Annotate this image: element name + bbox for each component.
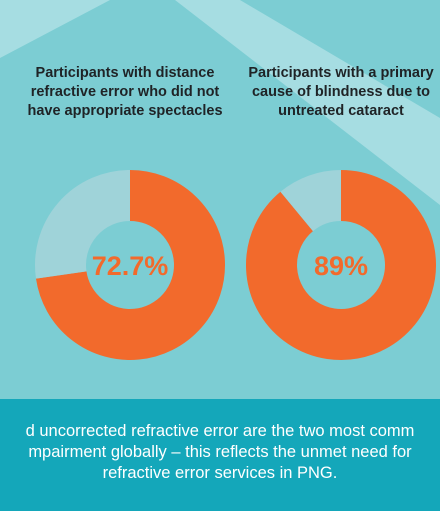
footer-line-3: refractive error services in PNG.: [102, 464, 338, 482]
chart-title-cataract: Participants with a primary cause of bli…: [248, 65, 434, 119]
footer-banner: d uncorrected refractive error are the t…: [0, 399, 440, 511]
footer-line-2: mpairment globally – this reflects the u…: [28, 443, 412, 461]
remainder-slice: [35, 170, 132, 279]
highlighted-slice: [35, 170, 225, 360]
donut-chart-cataract: 89%: [246, 170, 436, 360]
data-label-spectacles: 72.7%: [92, 251, 169, 281]
footer-line-1: d uncorrected refractive error are the t…: [25, 422, 415, 440]
remainder-slice: [280, 170, 343, 232]
data-label-cataract: 89%: [314, 251, 368, 281]
highlighted-slice: [246, 170, 436, 360]
chart-title-spectacles: Participants with distance refractive er…: [27, 65, 223, 119]
donut-chart-spectacles: 72.7%: [35, 170, 225, 360]
footer-text: d uncorrected refractive error are the t…: [0, 421, 440, 484]
background-stripe-diagonal: [175, 0, 440, 205]
background-stripe-top-left: [0, 0, 110, 58]
